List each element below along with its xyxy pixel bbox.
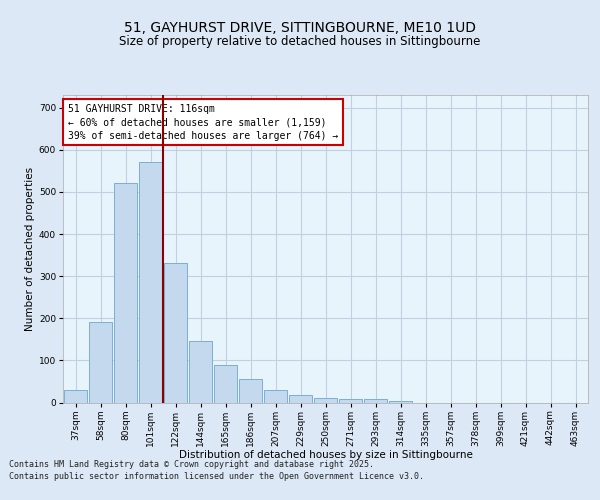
Bar bbox=[214, 364, 238, 403]
Bar bbox=[239, 380, 262, 402]
Bar bbox=[188, 342, 212, 402]
Bar bbox=[314, 398, 337, 402]
Text: 51 GAYHURST DRIVE: 116sqm
← 60% of detached houses are smaller (1,159)
39% of se: 51 GAYHURST DRIVE: 116sqm ← 60% of detac… bbox=[68, 104, 338, 141]
Bar bbox=[113, 184, 137, 402]
Text: 51, GAYHURST DRIVE, SITTINGBOURNE, ME10 1UD: 51, GAYHURST DRIVE, SITTINGBOURNE, ME10 … bbox=[124, 21, 476, 35]
Bar bbox=[64, 390, 88, 402]
Bar bbox=[164, 264, 187, 402]
Bar bbox=[139, 162, 163, 402]
Text: Contains HM Land Registry data © Crown copyright and database right 2025.: Contains HM Land Registry data © Crown c… bbox=[9, 460, 374, 469]
Bar bbox=[389, 401, 412, 402]
Bar bbox=[89, 322, 112, 402]
Bar bbox=[263, 390, 287, 402]
Text: Size of property relative to detached houses in Sittingbourne: Size of property relative to detached ho… bbox=[119, 35, 481, 48]
Bar bbox=[364, 399, 388, 402]
Bar bbox=[289, 395, 313, 402]
Bar bbox=[338, 399, 362, 402]
Y-axis label: Number of detached properties: Number of detached properties bbox=[25, 166, 35, 331]
X-axis label: Distribution of detached houses by size in Sittingbourne: Distribution of detached houses by size … bbox=[179, 450, 472, 460]
Text: Contains public sector information licensed under the Open Government Licence v3: Contains public sector information licen… bbox=[9, 472, 424, 481]
